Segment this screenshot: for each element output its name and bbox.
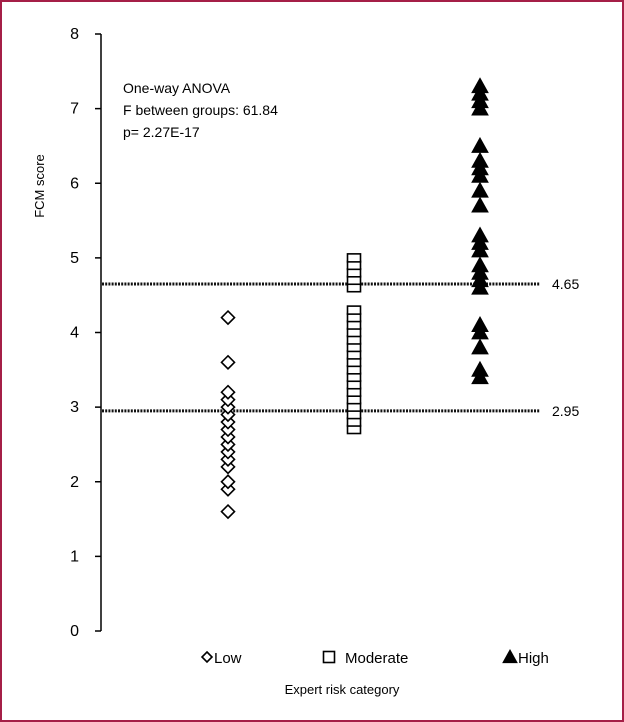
legend-label-high: High <box>518 650 549 667</box>
high-point <box>471 316 489 332</box>
annotation-line: F between groups: 61.84 <box>123 102 278 118</box>
reference-line-label: 4.65 <box>552 276 579 292</box>
low-point <box>220 474 236 490</box>
low-point <box>220 309 236 326</box>
legend: Low Moderate High <box>200 648 549 667</box>
y-tick-label: 2 <box>70 474 79 491</box>
y-tick-label: 1 <box>70 548 79 565</box>
x-axis-title: Expert risk category <box>285 682 400 697</box>
high-point <box>471 360 489 377</box>
series-high <box>471 77 489 385</box>
y-tick-label: 8 <box>70 26 79 43</box>
low-point <box>220 354 236 370</box>
annotation-line: One-way ANOVA <box>123 80 231 96</box>
series-low <box>220 309 236 520</box>
y-tick-label: 3 <box>70 399 79 416</box>
annotation-line: p= 2.27E-17 <box>123 124 200 140</box>
y-tick-label: 4 <box>70 325 79 342</box>
high-point <box>471 256 489 273</box>
data-points <box>220 77 489 520</box>
reference-lines: 4.65 2.95 <box>102 276 579 419</box>
high-point <box>471 136 489 153</box>
anova-annotation: One-way ANOVA F between groups: 61.84 p= 2… <box>123 80 278 140</box>
series-moderate <box>346 253 362 435</box>
y-tick-label: 5 <box>70 250 79 267</box>
low-point <box>220 384 236 400</box>
high-point <box>471 151 489 168</box>
high-point <box>502 648 518 664</box>
low-point <box>200 650 214 664</box>
y-tick-label: 6 <box>70 175 79 192</box>
high-point <box>471 196 489 213</box>
legend-label-low: Low <box>214 650 242 667</box>
high-point <box>471 77 489 94</box>
moderate-point <box>346 253 362 263</box>
low-point <box>220 503 236 520</box>
y-tick-label: 7 <box>70 101 79 118</box>
high-point <box>471 226 489 243</box>
moderate-point <box>346 305 362 315</box>
axes: 0 1 2 3 4 5 6 7 8 <box>70 26 102 640</box>
legend-label-moderate: Moderate <box>345 650 408 667</box>
moderate-point <box>322 650 336 664</box>
y-tick-label: 0 <box>70 623 79 640</box>
reference-line-label: 2.95 <box>552 403 579 419</box>
y-axis-title: FCM score <box>32 154 47 218</box>
high-point <box>471 181 489 198</box>
high-point <box>471 338 489 355</box>
